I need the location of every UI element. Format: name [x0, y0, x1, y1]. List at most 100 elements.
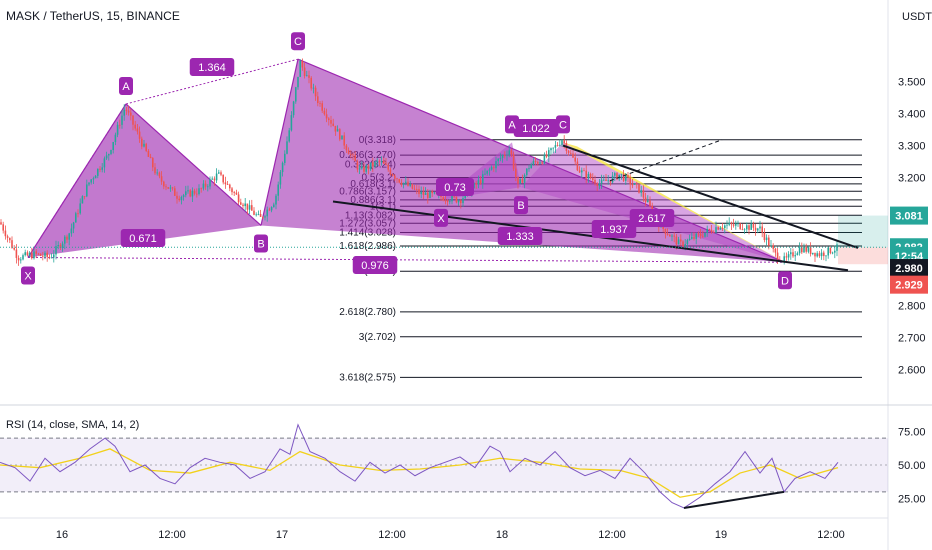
candle-body	[790, 252, 792, 255]
candle-body	[152, 158, 154, 168]
candle-body	[550, 148, 552, 151]
price-axis[interactable]: USDT 3.500 3.400 3.300 3.200 2.800 2.700 2.600	[898, 11, 932, 376]
price-tag-label: 2.929	[895, 280, 923, 292]
candle-body	[754, 227, 757, 231]
candle-body	[264, 216, 266, 218]
currency-label: USDT	[902, 11, 932, 23]
candle-body	[251, 205, 253, 211]
candle-body	[158, 172, 161, 177]
ratio-label-bg	[497, 227, 543, 245]
candle-body	[273, 204, 275, 208]
candle-body	[92, 178, 95, 180]
candle-body	[301, 61, 304, 68]
candle-body	[374, 161, 376, 167]
candle-body	[422, 191, 425, 195]
candle-body	[132, 115, 134, 125]
candle-body	[508, 150, 510, 155]
time-tick-label: 17	[276, 529, 288, 541]
candle-body	[453, 195, 455, 197]
time-axis[interactable]: 16 12:00 17 12:00 18 12:00 19 12:00	[56, 529, 845, 541]
candle-body	[686, 240, 689, 245]
candle-body	[290, 115, 293, 131]
candle-body	[198, 188, 200, 194]
candle-body	[284, 153, 286, 163]
price-pane[interactable]: 0(3.318)0.236(3.270)0.382(3.24)0.5(3.2)0…	[0, 32, 888, 383]
candle-body	[235, 192, 238, 195]
candle-body	[680, 239, 682, 242]
time-tick-label: 12:00	[598, 529, 626, 541]
candle-body	[385, 163, 387, 165]
pattern-leg-line	[260, 59, 299, 226]
candle-body	[15, 249, 18, 258]
candle-body	[11, 240, 13, 248]
time-tick-label: 18	[496, 529, 508, 541]
candle-body	[182, 195, 185, 197]
candle-body	[532, 161, 535, 165]
candle-body	[715, 227, 717, 233]
candle-body	[167, 187, 169, 189]
candle-body	[776, 252, 779, 260]
candle-body	[490, 167, 493, 170]
candle-body	[697, 233, 700, 235]
candle-body	[297, 76, 299, 88]
pattern-triangle-xab	[28, 103, 261, 258]
candle-body	[772, 245, 774, 249]
candle-body	[726, 224, 728, 226]
candle-body	[574, 157, 576, 162]
candle-body	[570, 152, 572, 154]
candle-body	[814, 252, 816, 257]
pattern-point-label: C	[559, 119, 567, 131]
candle-body	[59, 245, 62, 248]
rsi-pane[interactable]	[0, 423, 888, 509]
candle-body	[446, 200, 449, 202]
candle-body	[495, 161, 497, 169]
time-tick-label: 16	[56, 529, 68, 541]
candle-body	[345, 145, 348, 151]
candle-body	[321, 103, 323, 111]
candle-body	[257, 213, 260, 215]
candle-body	[462, 198, 464, 204]
candle-body	[581, 170, 583, 173]
candle-body	[44, 252, 46, 257]
candle-body	[279, 172, 282, 185]
pattern-point-bg	[291, 32, 305, 51]
candle-body	[209, 179, 211, 187]
price-tick-label: 3.300	[898, 141, 926, 153]
candle-body	[768, 237, 770, 246]
candle-body	[675, 236, 678, 245]
candle-body	[482, 174, 484, 184]
candle-body	[275, 195, 277, 205]
candle-body	[526, 168, 528, 176]
candle-body	[649, 200, 651, 206]
candle-body	[61, 243, 64, 248]
candle-body	[101, 167, 103, 170]
candle-body	[246, 203, 249, 210]
candle-body	[94, 175, 97, 179]
candle-body	[504, 155, 506, 157]
candle-body	[603, 179, 605, 181]
candle-body	[572, 153, 574, 158]
candle-body	[400, 182, 403, 185]
candle-body	[248, 205, 251, 210]
ratio-label: 1.333	[506, 231, 534, 243]
candle-body	[825, 255, 827, 257]
candle-body	[823, 252, 825, 257]
projection-dashed-line	[609, 139, 723, 182]
candle-body	[523, 175, 526, 183]
candle-body	[629, 177, 631, 185]
candle-body	[801, 247, 803, 253]
ratio-label-bg	[352, 256, 398, 274]
candle-body	[229, 184, 231, 189]
ratio-label: 0.976	[361, 260, 389, 272]
candle-body	[451, 195, 453, 202]
candle-body	[633, 183, 636, 185]
candle-body	[587, 173, 590, 179]
candle-body	[394, 175, 396, 179]
candle-body	[169, 187, 172, 189]
candle-body	[231, 188, 233, 193]
candle-body	[365, 165, 367, 172]
candle-body	[145, 143, 147, 151]
candle-body	[112, 142, 114, 151]
